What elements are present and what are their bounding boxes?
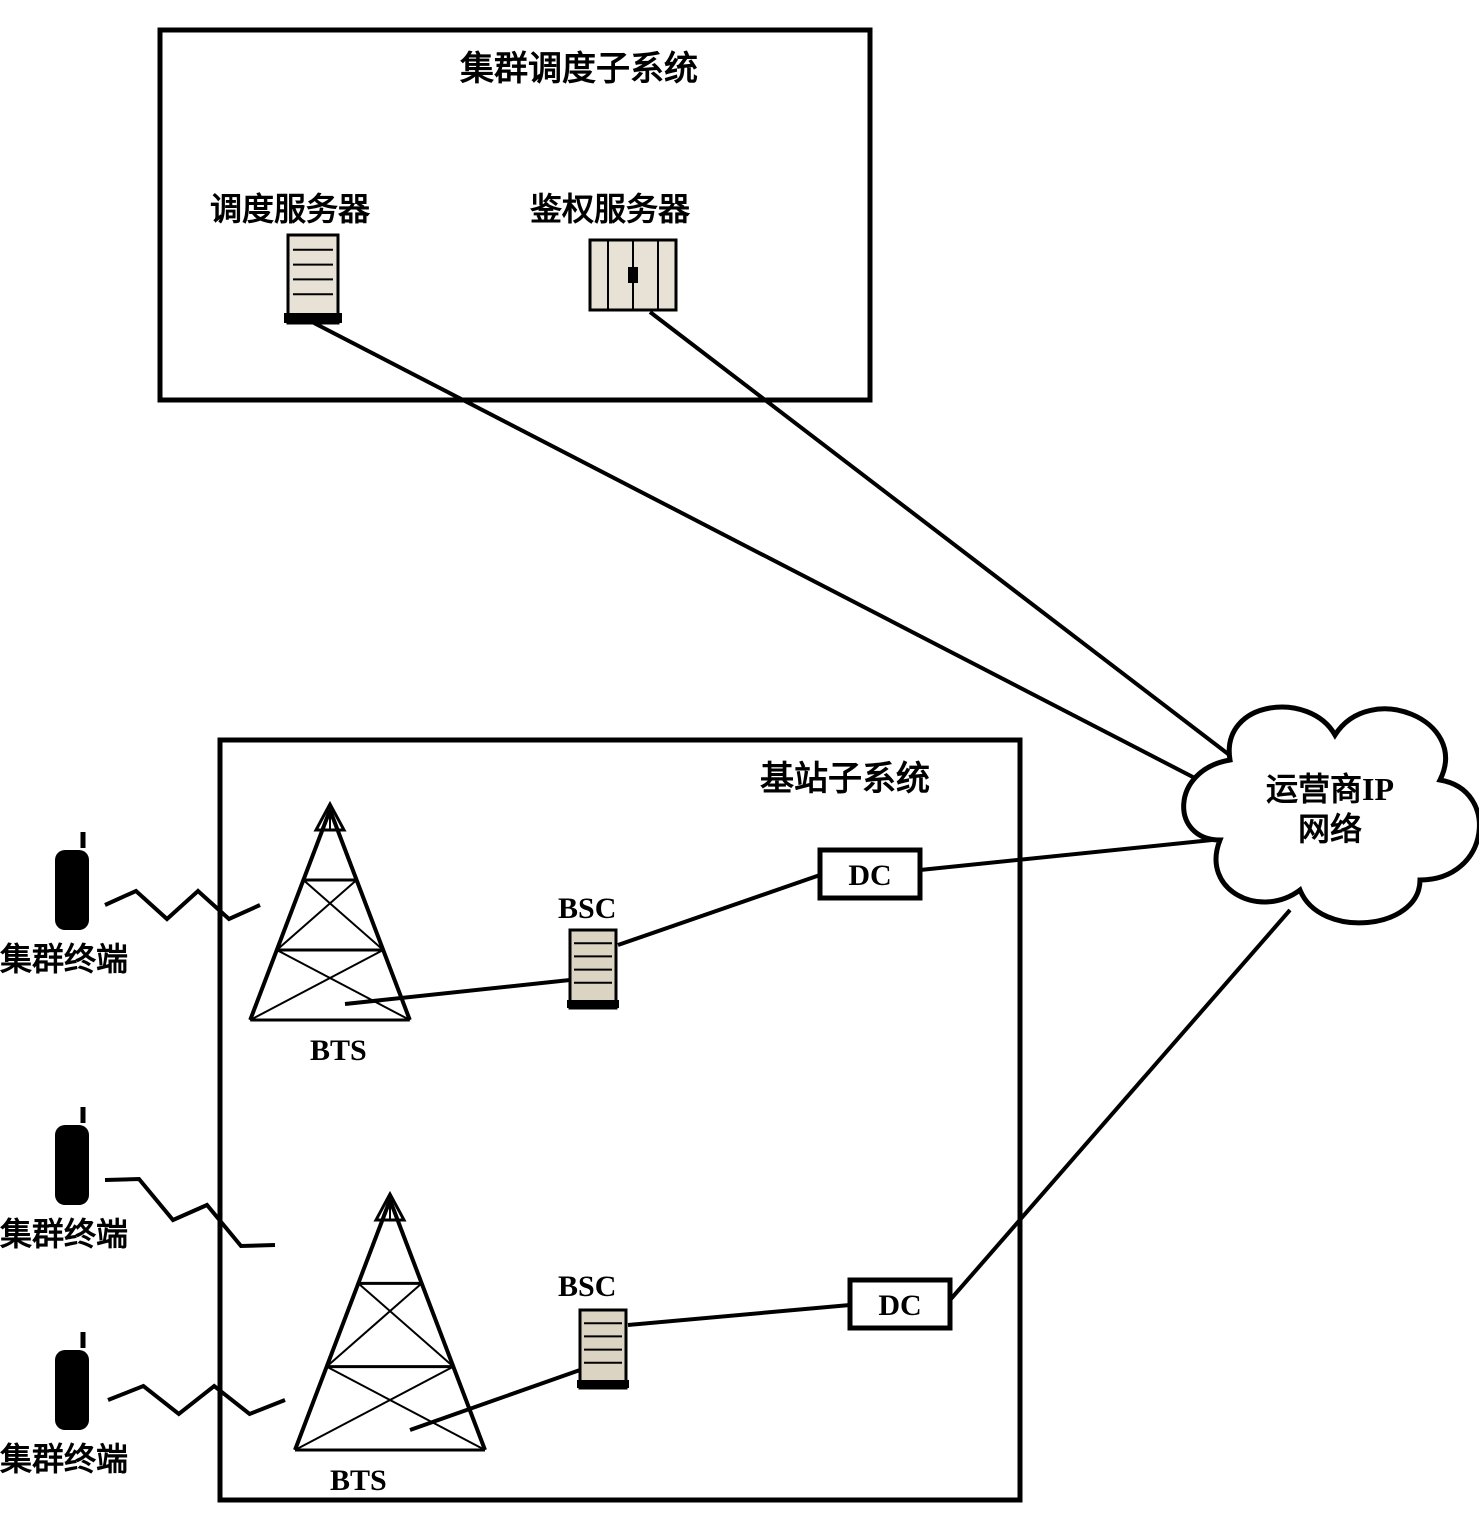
auth-server-label: 鉴权服务器 xyxy=(529,191,691,227)
bts2-label: BTS xyxy=(330,1464,387,1497)
terminal3-label: 集群终端 xyxy=(0,1441,128,1477)
terminal1-label: 集群终端 xyxy=(0,941,128,977)
bts1-label: BTS xyxy=(310,1034,367,1067)
cloud-label-2: 网络 xyxy=(1298,811,1362,847)
cluster_subsystem-title: 集群调度子系统 xyxy=(459,50,698,88)
dc2-label: DC xyxy=(878,1289,921,1322)
terminal1-icon xyxy=(55,832,89,930)
bsc2-label: BSC xyxy=(558,1270,616,1303)
bsc2-icon xyxy=(577,1310,629,1388)
bsc1-icon xyxy=(567,930,619,1008)
bsc1-label: BSC xyxy=(558,892,616,925)
cloud-label-1: 运营商IP xyxy=(1266,771,1394,807)
terminal3-icon xyxy=(55,1332,89,1430)
dispatch-server-icon xyxy=(284,235,342,323)
auth-server-icon xyxy=(590,240,676,310)
dispatch-server-label: 调度服务器 xyxy=(210,191,371,227)
terminal2-icon xyxy=(55,1107,89,1205)
bss_subsystem-title: 基站子系统 xyxy=(760,760,930,798)
dc1-label: DC xyxy=(848,859,891,892)
network-diagram: 集群调度子系统基站子系统 运营商IP 网络 调度服务器 鉴权服务器 BTS BTS BSC BS… xyxy=(0,0,1479,1539)
terminal2-label: 集群终端 xyxy=(0,1216,128,1252)
